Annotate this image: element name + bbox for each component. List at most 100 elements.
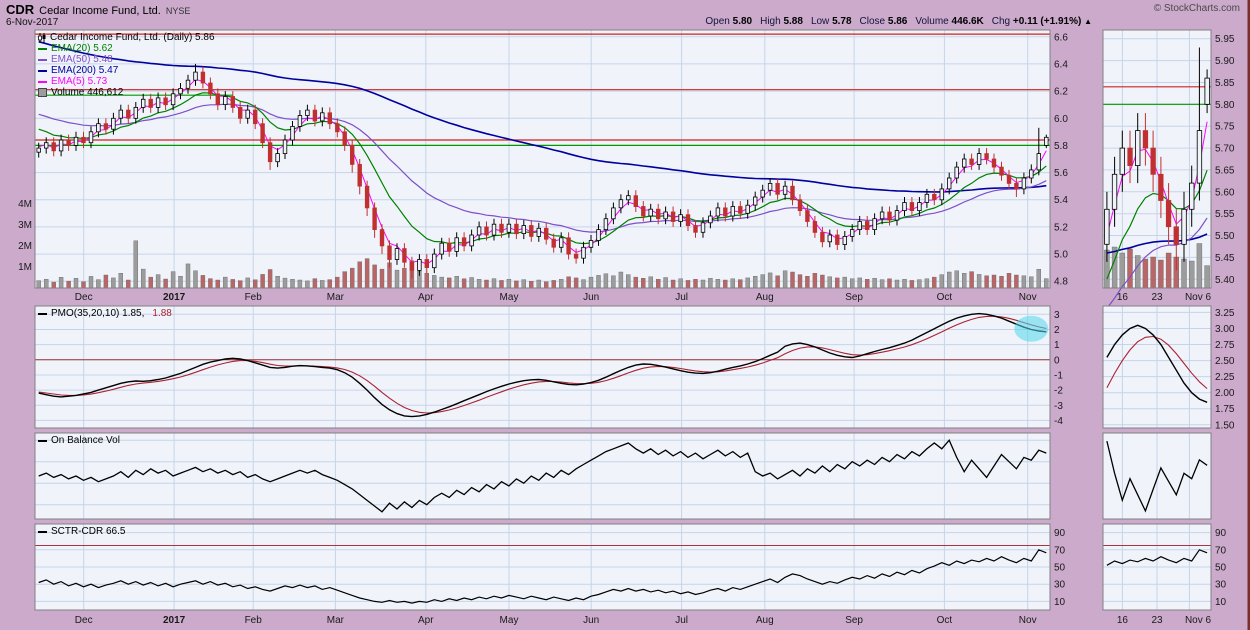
svg-text:5.70: 5.70 — [1215, 144, 1235, 155]
svg-text:5.65: 5.65 — [1215, 165, 1235, 176]
pmo-swatch — [38, 312, 47, 315]
svg-text:5.2: 5.2 — [1054, 222, 1068, 233]
exchange-label: NYSE — [165, 6, 191, 16]
svg-text:10: 10 — [1215, 597, 1227, 608]
svg-text:Mar: Mar — [327, 615, 345, 626]
svg-text:30: 30 — [1215, 580, 1227, 591]
svg-text:2017: 2017 — [163, 615, 186, 626]
svg-text:5.8: 5.8 — [1054, 141, 1068, 152]
svg-text:5.0: 5.0 — [1054, 250, 1068, 261]
svg-text:6.0: 6.0 — [1054, 114, 1068, 125]
quote-volume: Volume 446.6K — [915, 16, 984, 27]
svg-text:Aug: Aug — [756, 615, 774, 626]
price-legend: Cedar Income Fund, Ltd. (Daily) 5.86 EMA… — [38, 32, 215, 98]
quote-close: Close 5.86 — [859, 16, 908, 27]
svg-text:May: May — [500, 292, 519, 303]
svg-text:23: 23 — [1151, 292, 1163, 303]
svg-text:2.50: 2.50 — [1215, 356, 1235, 367]
svg-text:5.95: 5.95 — [1215, 34, 1235, 45]
ema5-swatch — [38, 80, 47, 83]
candlestick-icon — [38, 32, 46, 43]
svg-text:Oct: Oct — [937, 292, 953, 303]
svg-text:Apr: Apr — [418, 292, 434, 303]
svg-text:5.90: 5.90 — [1215, 56, 1235, 67]
quote-change: Chg +0.11 (+1.91%) ▲ — [991, 16, 1092, 27]
svg-text:2.00: 2.00 — [1215, 388, 1235, 399]
svg-text:Jun: Jun — [583, 615, 599, 626]
svg-text:16: 16 — [1117, 615, 1129, 626]
svg-text:1M: 1M — [18, 262, 32, 273]
svg-text:Oct: Oct — [937, 615, 953, 626]
legend-ema-200: EMA(200) 5.47 — [38, 65, 215, 76]
svg-text:-4: -4 — [1054, 416, 1063, 427]
svg-text:3M: 3M — [18, 220, 32, 231]
ema200-swatch — [38, 69, 47, 72]
chart-date: 6-Nov-2017 — [6, 17, 59, 28]
ticker-symbol: CDR — [6, 2, 35, 17]
copyright: © StockCharts.com — [1153, 3, 1240, 14]
svg-text:1.75: 1.75 — [1215, 404, 1235, 415]
svg-text:-1: -1 — [1054, 371, 1063, 382]
svg-text:-2: -2 — [1054, 386, 1063, 397]
svg-text:Apr: Apr — [418, 615, 434, 626]
svg-text:50: 50 — [1215, 563, 1227, 574]
svg-text:5.50: 5.50 — [1215, 231, 1235, 242]
svg-text:5.45: 5.45 — [1215, 253, 1235, 264]
svg-text:Nov: Nov — [1019, 615, 1037, 626]
svg-text:Nov 6: Nov 6 — [1185, 615, 1212, 626]
svg-text:Jun: Jun — [583, 292, 599, 303]
quote-open: Open 5.80 — [705, 16, 753, 27]
svg-text:3.00: 3.00 — [1215, 324, 1235, 335]
up-arrow-icon: ▲ — [1084, 17, 1092, 26]
svg-text:2M: 2M — [18, 241, 32, 252]
svg-text:Nov: Nov — [1019, 292, 1037, 303]
legend-ema-20: EMA(20) 5.62 — [38, 43, 215, 54]
svg-text:0: 0 — [1054, 355, 1060, 366]
svg-text:Sep: Sep — [845, 615, 863, 626]
svg-text:3: 3 — [1054, 310, 1060, 321]
svg-text:30: 30 — [1054, 580, 1066, 591]
svg-text:6.2: 6.2 — [1054, 87, 1068, 98]
quote-high: High 5.88 — [760, 16, 803, 27]
svg-text:5.80: 5.80 — [1215, 100, 1235, 111]
svg-text:4.8: 4.8 — [1054, 277, 1068, 288]
svg-text:-3: -3 — [1054, 401, 1063, 412]
svg-text:Nov 6: Nov 6 — [1185, 292, 1212, 303]
svg-text:Jul: Jul — [675, 615, 688, 626]
svg-text:Feb: Feb — [245, 615, 263, 626]
svg-text:16: 16 — [1117, 292, 1129, 303]
svg-text:5.40: 5.40 — [1215, 275, 1235, 286]
sctr-swatch — [38, 530, 47, 533]
svg-text:2.75: 2.75 — [1215, 340, 1235, 351]
svg-text:5.4: 5.4 — [1054, 195, 1068, 206]
pmo-signal-value: 1.88 — [152, 308, 172, 319]
legend-ema-50: EMA(50) 5.48 — [38, 54, 215, 65]
svg-text:50: 50 — [1054, 563, 1066, 574]
svg-text:Dec: Dec — [75, 292, 93, 303]
svg-text:5.55: 5.55 — [1215, 209, 1235, 220]
svg-text:5.60: 5.60 — [1215, 187, 1235, 198]
pmo-legend: PMO(35,20,10) 1.85, 1.88 — [38, 308, 172, 319]
svg-text:Sep: Sep — [845, 292, 863, 303]
quote-bar: Open 5.80 High 5.88 Low 5.78 Close 5.86 … — [705, 16, 1092, 27]
svg-text:Mar: Mar — [327, 292, 345, 303]
svg-text:2017: 2017 — [163, 292, 186, 303]
svg-text:1: 1 — [1054, 340, 1060, 351]
svg-text:4M: 4M — [18, 199, 32, 210]
svg-text:70: 70 — [1054, 545, 1066, 556]
svg-text:1.50: 1.50 — [1215, 420, 1235, 431]
svg-text:10: 10 — [1054, 597, 1066, 608]
sctr-legend: SCTR-CDR 66.5 — [38, 526, 125, 537]
company-name: Cedar Income Fund, Ltd. — [39, 5, 161, 17]
ema50-swatch — [38, 58, 47, 61]
obv-legend: On Balance Vol — [38, 435, 120, 446]
svg-text:5.6: 5.6 — [1054, 168, 1068, 179]
svg-text:70: 70 — [1215, 545, 1227, 556]
chart-header: CDR Cedar Income Fund, Ltd. NYSE — [6, 2, 190, 17]
svg-text:5.75: 5.75 — [1215, 122, 1235, 133]
svg-text:May: May — [500, 615, 519, 626]
svg-text:23: 23 — [1151, 615, 1163, 626]
svg-text:6.6: 6.6 — [1054, 32, 1068, 43]
